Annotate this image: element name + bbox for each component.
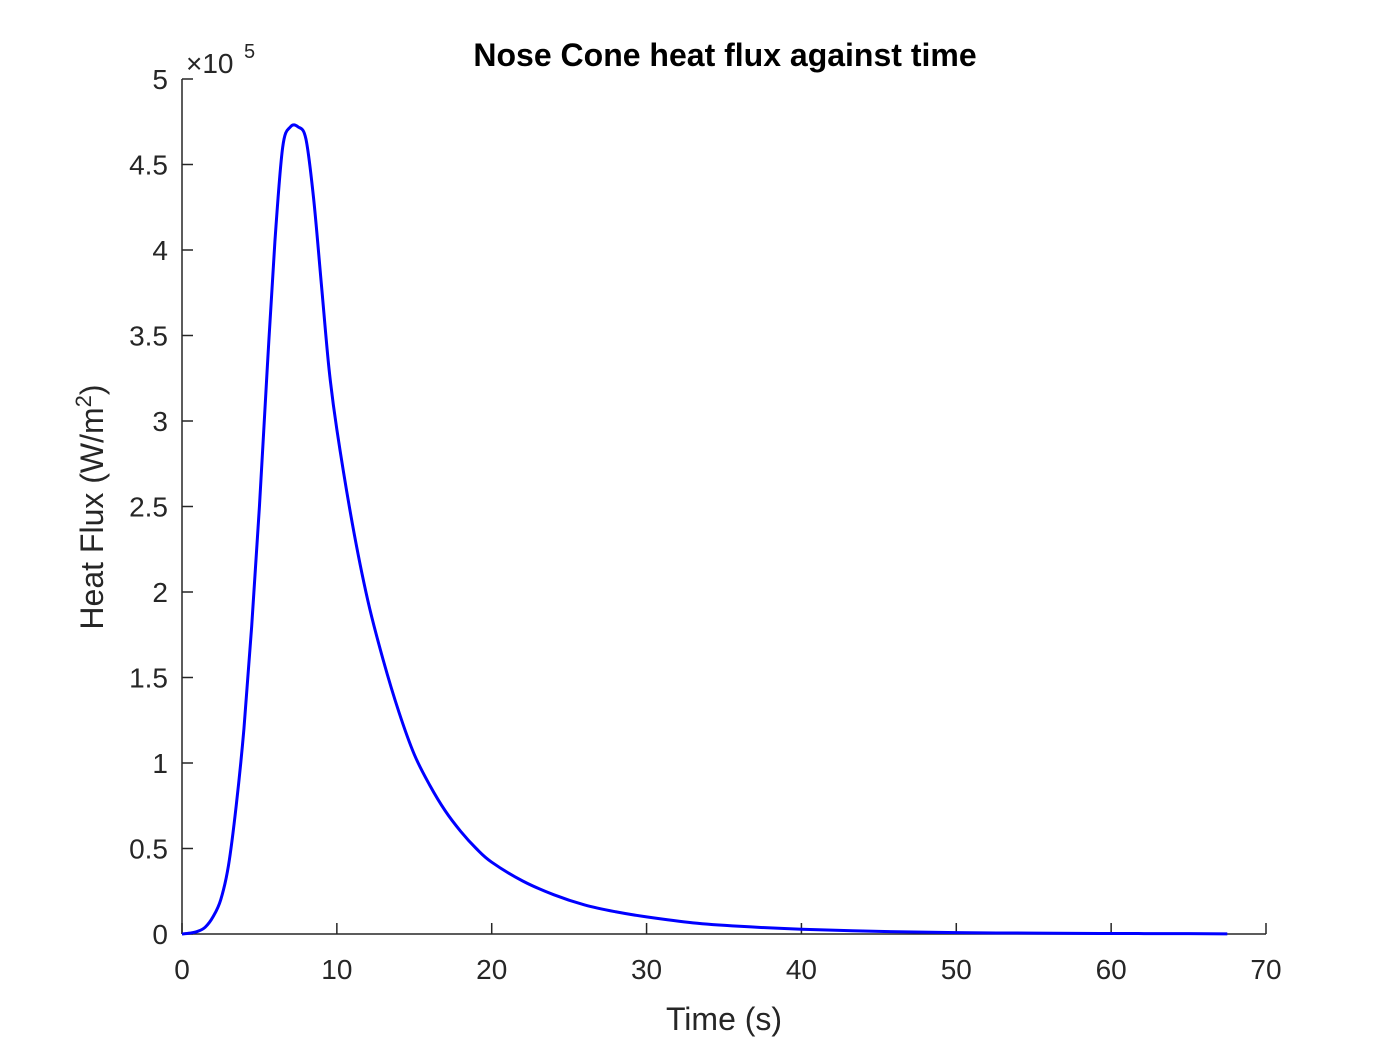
y-tick-label: 2.5 — [129, 492, 168, 523]
y-axis-title-superscript: 2 — [71, 395, 96, 407]
series-layer — [181, 123, 1228, 936]
y-tick-label: 5 — [152, 64, 168, 95]
y-exponent-power: 5 — [244, 41, 255, 63]
y-tick-label: 3 — [152, 406, 168, 437]
x-tick-label: 40 — [786, 954, 817, 985]
y-tick-label: 0.5 — [129, 834, 168, 865]
series-line-0 — [181, 123, 1228, 936]
x-tick-label: 10 — [321, 954, 352, 985]
y-exponent-prefix: ×10 — [186, 48, 234, 79]
x-tick-label: 70 — [1250, 954, 1281, 985]
y-tick-label: 0 — [152, 919, 168, 950]
y-tick-label: 3.5 — [129, 321, 168, 352]
x-axis-title: Time (s) — [666, 1001, 782, 1037]
x-ticks: 0 10 20 30 40 50 60 70 — [174, 923, 1282, 985]
x-tick-label: 50 — [941, 954, 972, 985]
x-tick-label: 0 — [174, 954, 190, 985]
x-tick-label: 30 — [631, 954, 662, 985]
chart-title: Nose Cone heat flux against time — [473, 37, 976, 73]
y-axis-title: Heat Flux (W/m2) — [71, 384, 110, 629]
y-ticks: 0 0.5 1 1.5 2 2.5 3 3.5 4 4.5 5 — [129, 64, 193, 950]
y-axis-title-close: ) — [74, 384, 110, 395]
y-tick-label: 2 — [152, 577, 168, 608]
y-tick-label: 4.5 — [129, 150, 168, 181]
y-tick-label: 1 — [152, 748, 168, 779]
y-axis-title-base: Heat Flux (W/m — [74, 407, 110, 629]
y-tick-label: 1.5 — [129, 663, 168, 694]
x-tick-label: 60 — [1096, 954, 1127, 985]
y-tick-label: 4 — [152, 235, 168, 266]
x-tick-label: 20 — [476, 954, 507, 985]
y-exponent-label: ×10 5 — [186, 41, 255, 79]
